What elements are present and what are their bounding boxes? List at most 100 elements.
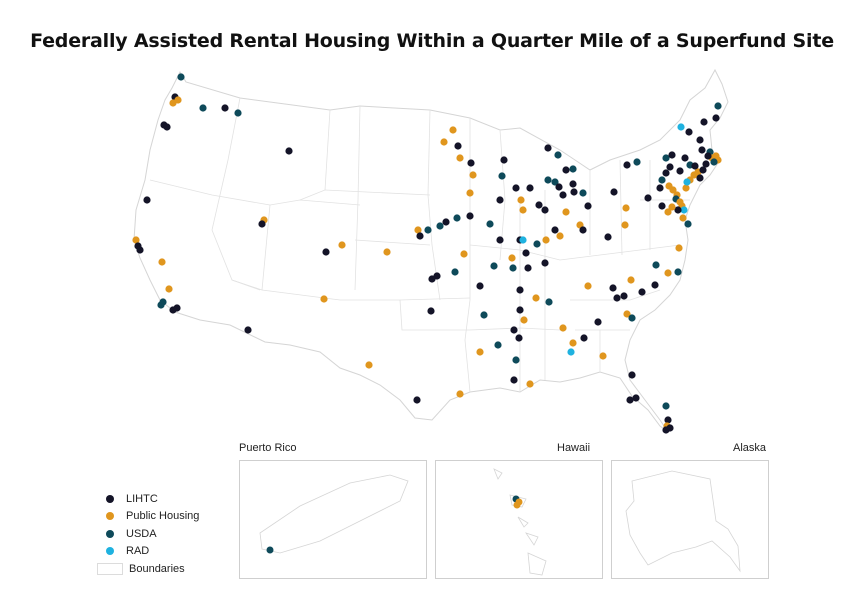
point-lihtc — [510, 376, 518, 384]
point-public-housing — [476, 348, 484, 356]
point-usda — [674, 268, 682, 276]
point-lihtc — [535, 201, 543, 209]
point-public-housing — [569, 339, 577, 347]
point-usda — [662, 154, 670, 162]
point-lihtc — [136, 246, 144, 254]
point-lihtc — [551, 226, 559, 234]
point-lihtc — [644, 194, 652, 202]
point-usda — [498, 172, 506, 180]
legend-item-usda: USDA — [97, 525, 199, 543]
point-lihtc — [579, 226, 587, 234]
point-public-housing — [466, 189, 474, 197]
hawaii-outline — [493, 468, 547, 576]
point-public-housing — [519, 206, 527, 214]
point-lihtc — [638, 288, 646, 296]
legend-label-boundaries: Boundaries — [129, 562, 185, 575]
point-public-housing — [542, 236, 550, 244]
inset-title-hawaii: Hawaii — [557, 442, 591, 454]
point-lihtc — [580, 334, 588, 342]
point-lihtc — [516, 306, 524, 314]
point-lihtc — [623, 161, 631, 169]
point-public-housing — [383, 248, 391, 256]
point-lihtc — [662, 426, 670, 434]
point-usda — [512, 356, 520, 364]
inset-title-puerto-rico: Puerto Rico — [239, 442, 297, 454]
point-lihtc — [664, 416, 672, 424]
legend-item-lihtc: LIHTC — [97, 490, 199, 508]
point-public-housing — [456, 390, 464, 398]
point-public-housing — [532, 294, 540, 302]
point-lihtc — [163, 123, 171, 131]
point-public-housing — [627, 276, 635, 284]
inset-hawaii — [435, 460, 603, 579]
point-usda — [490, 262, 498, 270]
point-lihtc — [696, 136, 704, 144]
point-lihtc — [512, 184, 520, 192]
point-lihtc — [696, 174, 704, 182]
point-public-housing — [169, 99, 177, 107]
point-lihtc — [413, 396, 421, 404]
point-usda — [424, 226, 432, 234]
legend-swatch-usda — [106, 529, 114, 538]
point-usda — [545, 298, 553, 306]
point-lihtc — [427, 307, 435, 315]
point-lihtc — [562, 166, 570, 174]
point-lihtc — [510, 326, 518, 334]
point-lihtc — [442, 218, 450, 226]
point-lihtc — [467, 159, 475, 167]
point-lihtc — [662, 169, 670, 177]
legend-item-public-housing: Public Housing — [97, 508, 199, 526]
point-public-housing — [469, 171, 477, 179]
point-lihtc — [691, 162, 699, 170]
legend-label-lihtc: LIHTC — [126, 492, 158, 505]
point-lihtc — [416, 232, 424, 240]
legend: LIHTC Public Housing USDA RAD Boundaries — [97, 490, 199, 578]
point-lihtc — [244, 326, 252, 334]
point-usda — [177, 73, 185, 81]
point-rad — [567, 348, 575, 356]
point-lihtc — [681, 154, 689, 162]
point-usda — [157, 301, 165, 309]
point-lihtc — [609, 284, 617, 292]
point-usda — [714, 102, 722, 110]
point-lihtc — [569, 180, 577, 188]
legend-swatch-boundaries — [97, 562, 123, 575]
point-lihtc — [500, 156, 508, 164]
pr-point-usda — [266, 546, 274, 554]
point-lihtc — [698, 146, 706, 154]
point-usda — [551, 178, 559, 186]
point-lihtc — [699, 166, 707, 174]
point-lihtc — [454, 142, 462, 150]
housing-points — [132, 73, 722, 434]
point-lihtc — [496, 196, 504, 204]
point-public-housing — [562, 208, 570, 216]
point-lihtc — [632, 394, 640, 402]
point-public-housing — [664, 208, 672, 216]
point-public-housing — [664, 269, 672, 277]
point-usda — [544, 176, 552, 184]
point-usda — [569, 165, 577, 173]
point-public-housing — [414, 226, 422, 234]
point-lihtc — [704, 152, 712, 160]
point-public-housing — [584, 282, 592, 290]
point-lihtc — [515, 334, 523, 342]
point-rad — [683, 178, 691, 186]
state-boundaries — [149, 97, 690, 393]
point-public-housing — [456, 154, 464, 162]
alaska-outline — [625, 470, 741, 573]
point-lihtc — [526, 184, 534, 192]
point-lihtc — [658, 202, 666, 210]
point-rad — [519, 236, 527, 244]
point-lihtc — [541, 259, 549, 267]
point-lihtc — [524, 264, 532, 272]
point-public-housing — [338, 241, 346, 249]
legend-label-public-housing: Public Housing — [126, 510, 200, 523]
point-lihtc — [173, 304, 181, 312]
point-public-housing — [460, 250, 468, 258]
point-usda — [684, 220, 692, 228]
point-usda — [509, 264, 517, 272]
point-lihtc — [322, 248, 330, 256]
point-public-housing — [668, 203, 676, 211]
point-lihtc — [613, 294, 621, 302]
point-public-housing — [449, 126, 457, 134]
